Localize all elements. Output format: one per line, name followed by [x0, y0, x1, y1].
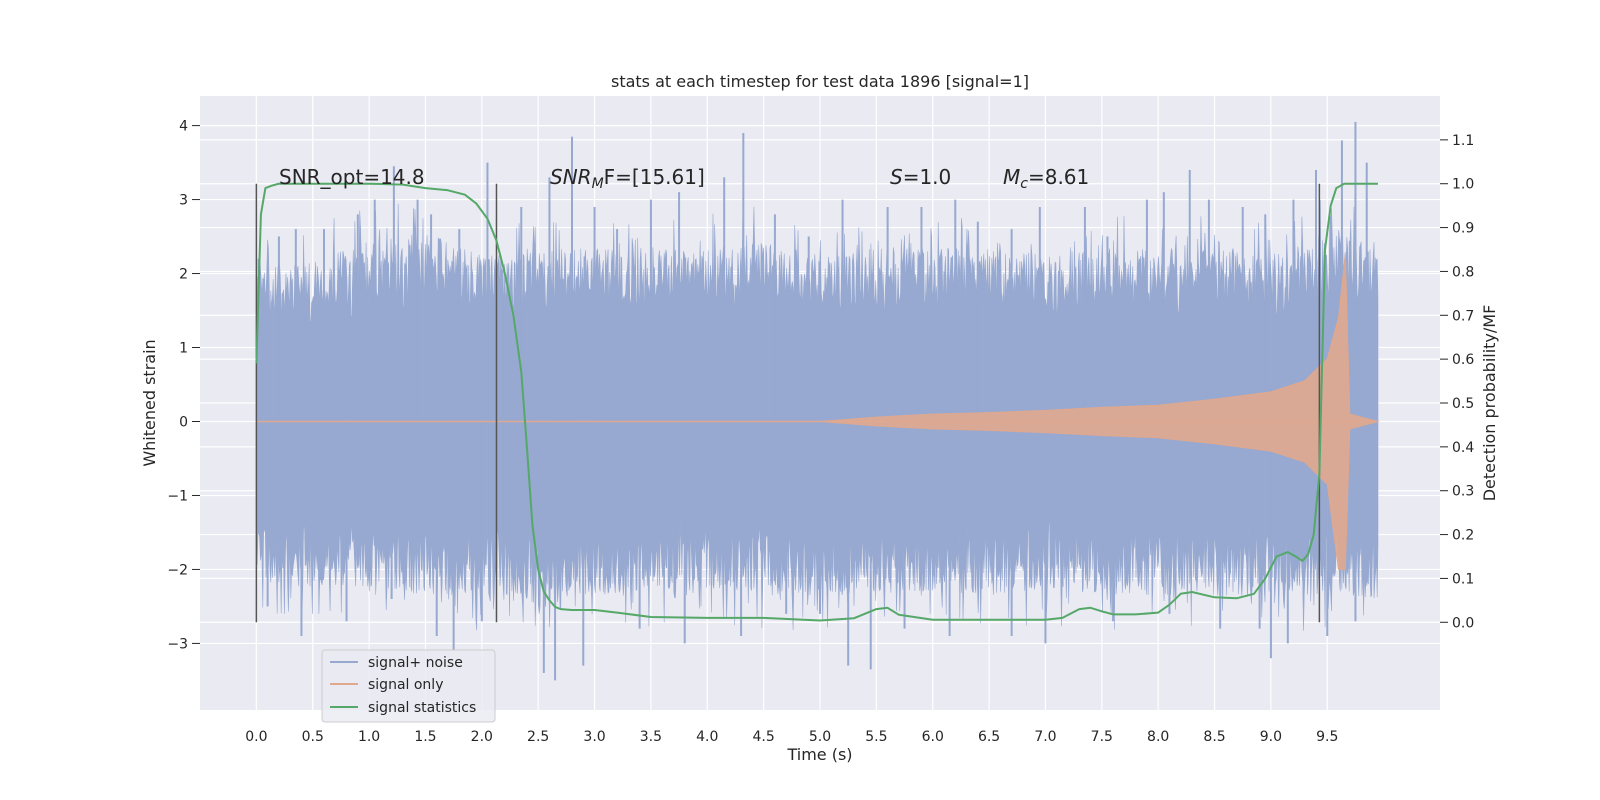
annotation-snr-mf-main: SNR — [550, 165, 592, 189]
x-tick-label: 6.0 — [922, 729, 944, 745]
x-tick-label: 4.5 — [753, 729, 775, 745]
annotation-mc: Mc=8.61 — [1003, 165, 1089, 192]
y-right-tick-label: 0.2 — [1452, 528, 1474, 544]
y-tick-label: −2 — [167, 562, 188, 578]
x-tick-label: 9.0 — [1260, 729, 1282, 745]
y-right-tick-label: 1.0 — [1452, 177, 1474, 193]
x-tick-label: 5.0 — [809, 729, 831, 745]
x-tick-label: 4.0 — [696, 729, 718, 745]
annotation-s-symbol: S — [890, 165, 903, 189]
annotation-snr-mf-subscript: M — [592, 176, 604, 192]
x-tick-label: 1.0 — [358, 729, 380, 745]
y-right-tick-label: 0.0 — [1452, 615, 1474, 631]
annotation-s: S=1.0 — [890, 165, 951, 189]
annotation-mc-symbol: M — [1003, 165, 1020, 189]
x-tick-label: 3.0 — [583, 729, 605, 745]
y-tick-label: 2 — [179, 267, 188, 283]
x-tick-label: 1.5 — [414, 729, 436, 745]
x-tick-label: 7.0 — [1034, 729, 1056, 745]
y-right-tick-label: 0.1 — [1452, 571, 1474, 587]
x-tick-label: 2.0 — [471, 729, 493, 745]
x-tick-label: 0.0 — [245, 729, 267, 745]
x-tick-label: 7.5 — [1091, 729, 1113, 745]
series-signal-only — [256, 254, 1380, 570]
y-tick-label: 0 — [179, 414, 188, 430]
y-right-tick-label: 0.4 — [1452, 440, 1474, 456]
x-axis-label: Time (s) — [786, 745, 852, 764]
legend-label-signal-statistics: signal statistics — [368, 700, 476, 716]
annotation-mc-value: =8.61 — [1028, 165, 1089, 189]
y-right-axis-ticks: 0.0 0.1 0.2 0.3 0.4 0.5 0.6 0.7 0.8 0.9 1.0 1.1 — [1440, 133, 1474, 631]
annotation-s-value: =1.0 — [903, 165, 952, 189]
y-right-axis-label: Detection probability/MF — [1480, 305, 1499, 502]
y-right-tick-label: 0.8 — [1452, 264, 1474, 280]
x-tick-label: 6.5 — [978, 729, 1000, 745]
annotations: SNR_opt=14.8 SNRMF=[15.61] S=1.0 Mc=8.61 — [279, 165, 1089, 192]
y-tick-label: −3 — [167, 636, 188, 652]
x-tick-label: 8.5 — [1203, 729, 1225, 745]
y-tick-label: −1 — [167, 488, 188, 504]
y-right-tick-label: 0.5 — [1452, 396, 1474, 412]
annotation-mc-subscript: c — [1020, 176, 1028, 192]
y-right-tick-label: 0.6 — [1452, 352, 1474, 368]
vertical-markers — [255, 183, 1321, 623]
legend-label-signal-noise: signal+ noise — [368, 655, 463, 671]
series-signal-statistics — [255, 182, 1378, 622]
annotation-snr-opt: SNR_opt=14.8 — [279, 165, 425, 189]
y-tick-label: 1 — [179, 341, 188, 357]
x-tick-label: 0.5 — [302, 729, 324, 745]
y-axis-ticks: −3 −2 −1 0 1 2 3 4 — [167, 119, 200, 652]
signal-noise-band — [256, 200, 1379, 631]
y-tick-label: 3 — [179, 193, 188, 209]
x-tick-label: 5.5 — [865, 729, 887, 745]
x-tick-label: 2.5 — [527, 729, 549, 745]
x-tick-label: 8.0 — [1147, 729, 1169, 745]
y-right-tick-label: 0.7 — [1452, 308, 1474, 324]
legend-box — [321, 649, 496, 723]
series-signal-noise — [256, 121, 1379, 681]
signal-statistics-line — [255, 182, 1378, 622]
annotation-snr-mf-value: F=[15.61] — [604, 165, 705, 189]
y-tick-label: 4 — [179, 119, 188, 135]
y-right-tick-label: 0.3 — [1452, 484, 1474, 500]
x-tick-label: 3.5 — [640, 729, 662, 745]
legend: signal+ noise signal only signal statist… — [321, 649, 496, 723]
y-axis-label: Whitened strain — [140, 339, 159, 466]
y-right-tick-label: 1.1 — [1452, 133, 1474, 149]
x-tick-label: 9.5 — [1316, 729, 1338, 745]
x-axis-ticks: 0.0 0.5 1.0 1.5 2.0 2.5 3.0 3.5 4.0 4.5 5.0 5.5 6.0 6… — [245, 729, 1338, 745]
legend-label-signal-only: signal only — [368, 677, 443, 693]
annotation-snr-mf: SNRMF=[15.61] — [550, 165, 705, 192]
y-right-tick-label: 0.9 — [1452, 221, 1474, 237]
chart-title: stats at each timestep for test data 189… — [611, 72, 1029, 91]
